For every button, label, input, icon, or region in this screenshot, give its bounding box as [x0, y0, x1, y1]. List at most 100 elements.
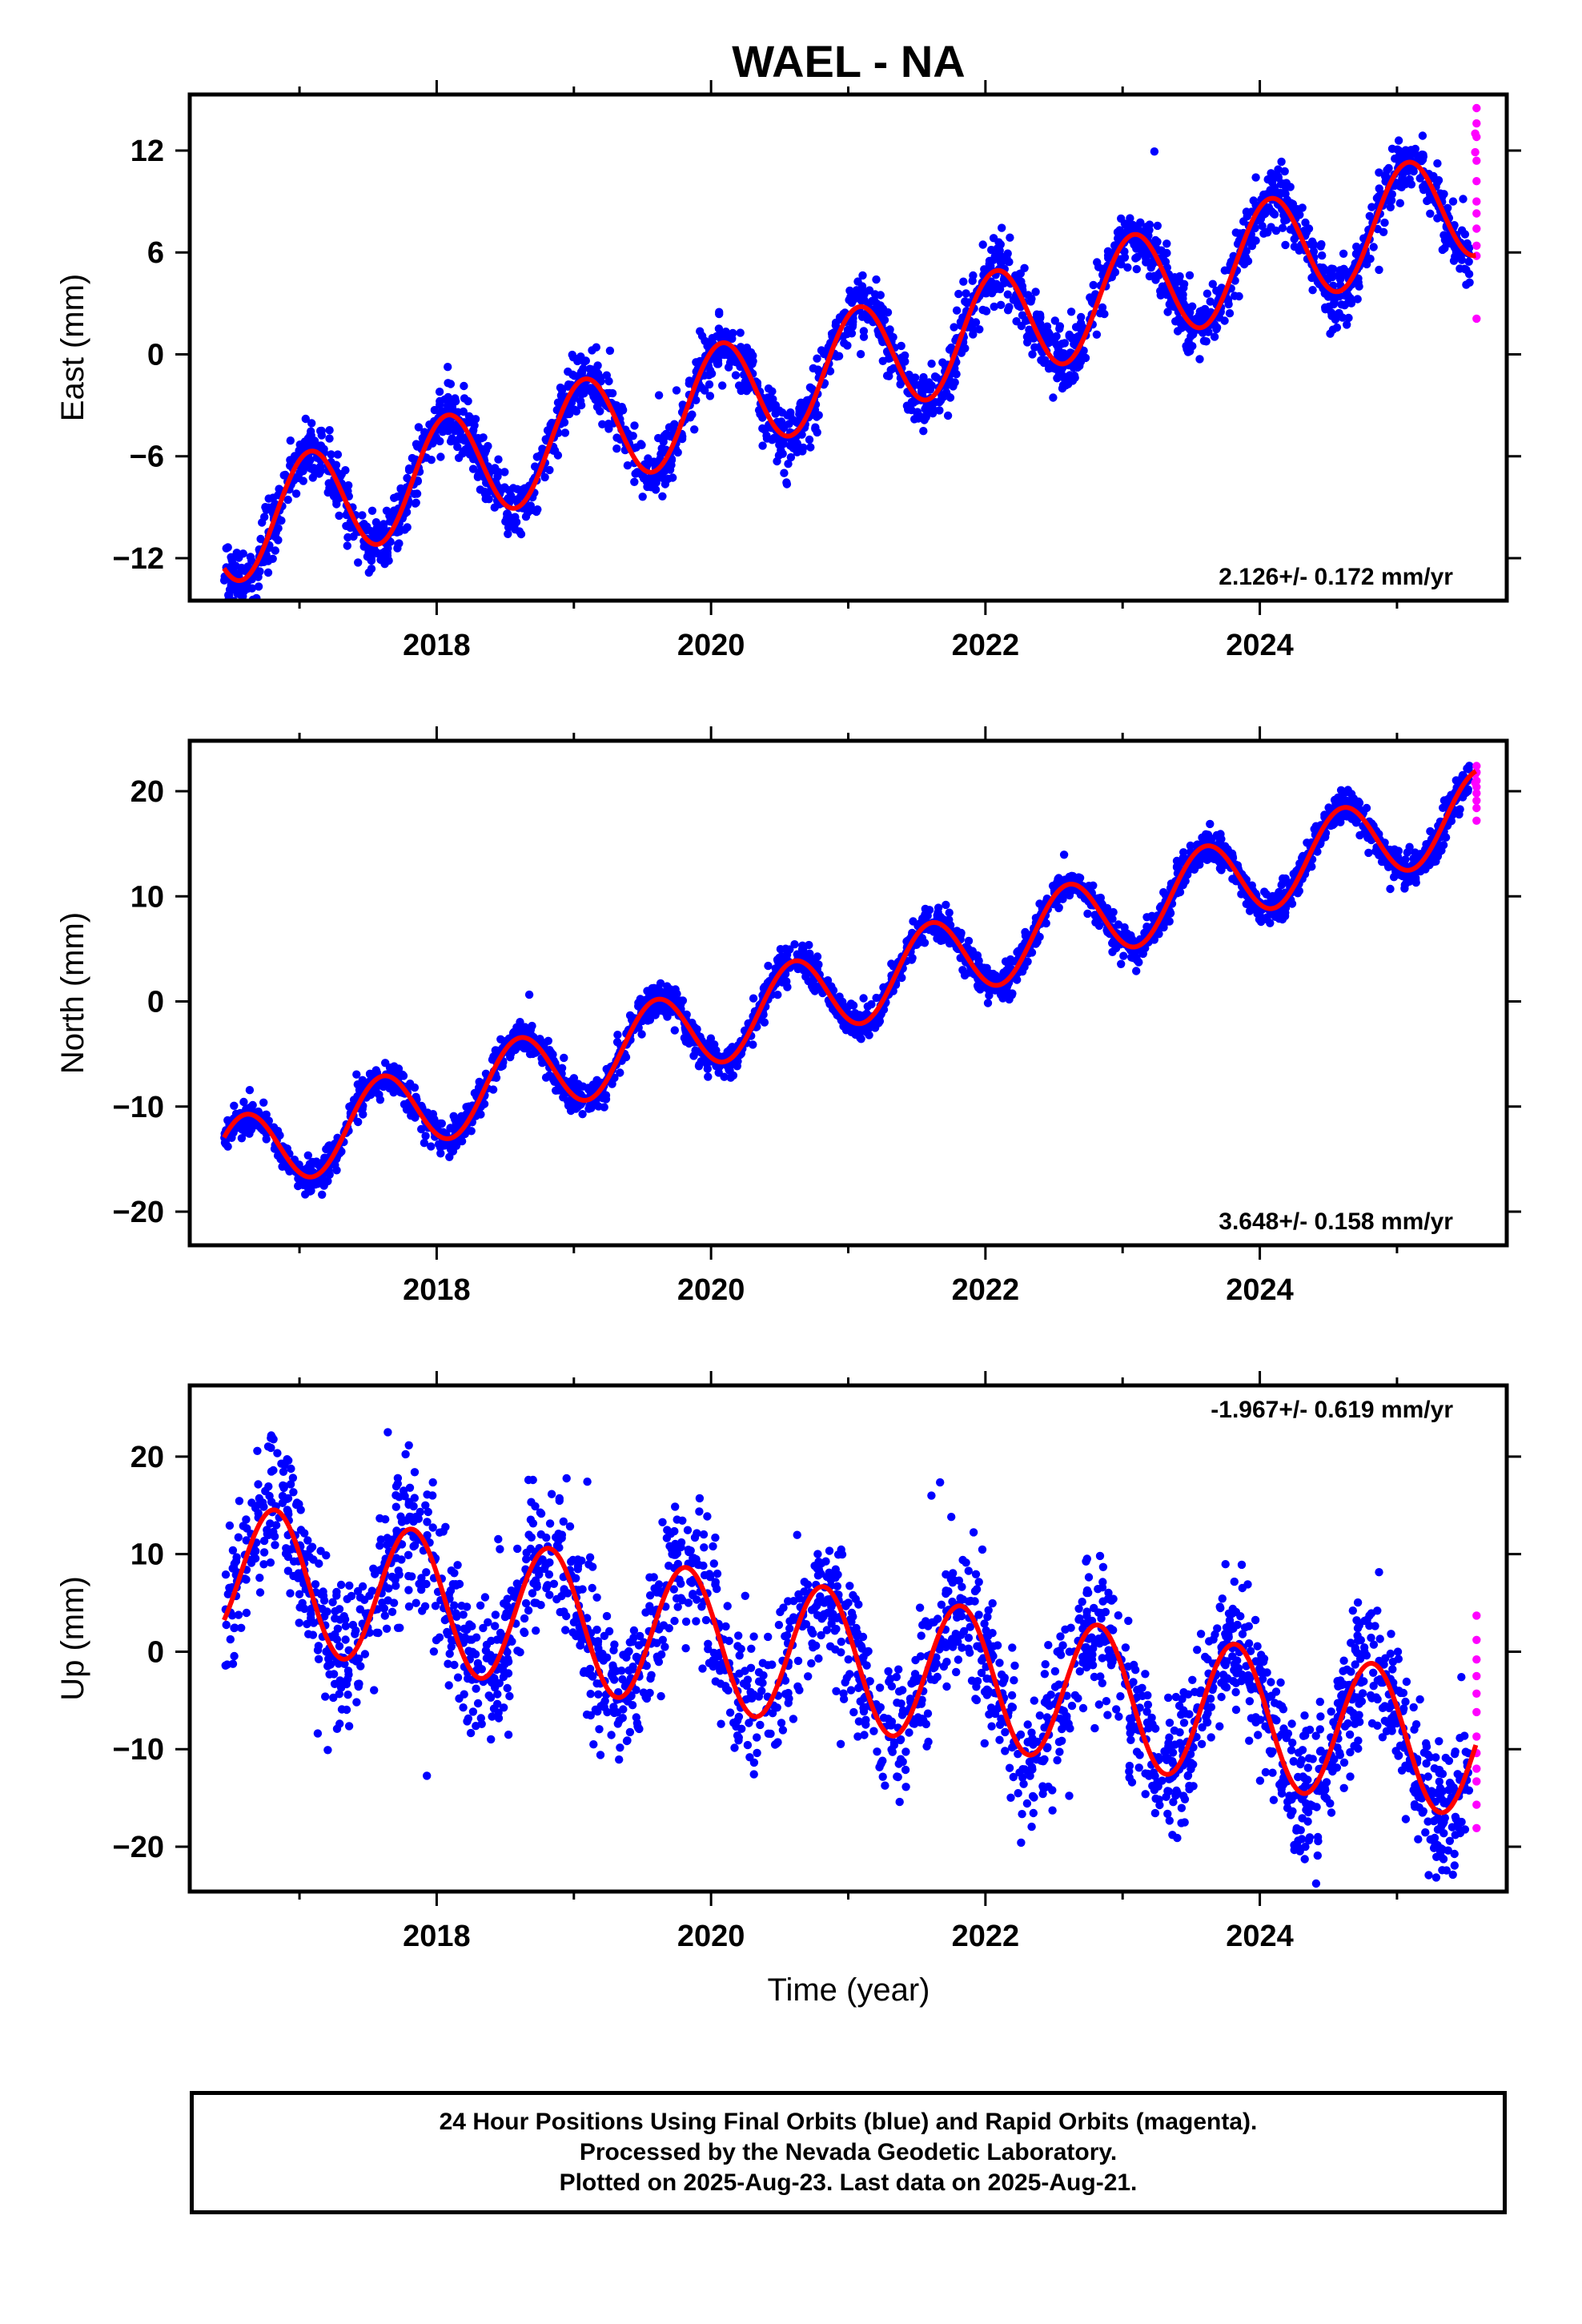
north-final-point	[729, 1071, 738, 1080]
east-final-point	[1391, 154, 1399, 163]
north-final-point	[1386, 884, 1395, 894]
x-tick-label: 2024	[1226, 629, 1294, 662]
east-final-point	[1393, 145, 1402, 154]
east-final-point	[947, 343, 956, 352]
east-final-point	[1271, 226, 1281, 235]
north-final-point	[920, 939, 930, 947]
east-final-point	[468, 415, 476, 424]
east-final-point	[525, 502, 534, 512]
east-final-point	[1003, 290, 1013, 299]
east-final-point	[548, 418, 556, 428]
east-final-point	[1301, 218, 1310, 227]
east-final-point	[1352, 242, 1361, 251]
east-final-point	[857, 296, 866, 305]
east-final-point	[404, 465, 414, 475]
east-final-point	[1210, 320, 1219, 329]
east-final-point	[952, 306, 962, 315]
east-final-point	[222, 544, 231, 553]
east-final-point	[876, 291, 885, 300]
east-final-point	[748, 360, 757, 368]
east-final-point	[1058, 348, 1067, 358]
east-final-point	[1235, 229, 1244, 238]
east-final-point	[371, 548, 381, 557]
east-final-point	[835, 313, 845, 322]
east-final-point	[335, 511, 343, 521]
east-final-point	[254, 573, 263, 581]
east-final-point	[1365, 211, 1375, 220]
y-tick-label: 12	[130, 135, 164, 168]
east-final-point	[308, 473, 317, 482]
east-final-point	[1030, 343, 1039, 352]
east-final-point	[1145, 271, 1154, 281]
east-final-point	[919, 427, 928, 436]
east-final-point	[1353, 295, 1362, 304]
north-final-point	[616, 1068, 624, 1077]
east-final-point	[1231, 276, 1239, 285]
east-final-point	[260, 513, 269, 521]
north-final-point	[1068, 886, 1077, 895]
east-final-point	[1123, 263, 1132, 272]
north-final-point	[354, 1117, 363, 1127]
east-final-point	[1142, 254, 1150, 263]
east-final-point	[1462, 265, 1471, 274]
east-final-point	[238, 564, 247, 573]
east-final-point	[1375, 184, 1383, 193]
east-final-point	[576, 388, 585, 397]
east-final-point	[305, 456, 314, 465]
east-final-point	[1174, 315, 1183, 324]
east-final-point	[856, 350, 865, 359]
east-final-point	[791, 417, 800, 426]
east-final-point	[643, 476, 652, 485]
east-final-point	[1329, 300, 1339, 309]
east-final-point	[532, 452, 541, 461]
east-final-point	[1163, 308, 1172, 316]
north-final-point	[1059, 850, 1069, 859]
east-final-point	[660, 467, 669, 476]
east-final-point	[568, 350, 576, 360]
east-final-point	[413, 476, 423, 486]
east-final-point	[456, 428, 464, 437]
east-final-point	[1277, 157, 1286, 167]
east-final-point	[1153, 237, 1162, 247]
east-final-point	[623, 461, 632, 470]
north-final-point	[324, 1141, 333, 1151]
east-final-point	[316, 426, 325, 436]
east-final-point	[506, 491, 516, 501]
north-final-point	[781, 951, 789, 961]
east-final-point	[460, 394, 469, 403]
east-final-point	[504, 529, 512, 538]
east-final-point	[316, 441, 326, 450]
east-final-point	[857, 282, 867, 291]
east-final-point	[758, 424, 767, 433]
east-final-point	[796, 400, 805, 408]
east-final-point	[380, 553, 389, 562]
east-final-point	[484, 441, 492, 451]
east-final-point	[705, 380, 714, 389]
east-final-point	[1015, 277, 1025, 286]
east-final-point	[569, 393, 579, 403]
east-final-point	[343, 533, 352, 542]
east-final-point	[952, 370, 961, 379]
east-final-point	[658, 492, 667, 501]
east-rapid-point	[1472, 119, 1481, 128]
east-final-point	[858, 271, 867, 280]
east-final-point	[987, 277, 996, 287]
east-final-point	[720, 344, 729, 353]
east-final-point	[1339, 249, 1348, 258]
north-final-point	[541, 1073, 551, 1082]
east-final-point	[859, 332, 869, 341]
north-final-points	[220, 762, 1481, 1200]
east-final-point	[1175, 271, 1184, 281]
east-final-point	[1327, 264, 1336, 273]
east-final-point	[1071, 335, 1080, 344]
east-final-point	[468, 464, 478, 473]
east-final-point	[1195, 311, 1204, 320]
y-tick-label: 6	[147, 236, 164, 270]
east-final-point	[1401, 179, 1410, 189]
east-final-point	[332, 497, 341, 506]
east-final-point	[271, 546, 279, 555]
east-final-point	[1076, 319, 1086, 328]
east-final-point	[1331, 315, 1340, 324]
east-final-point	[446, 420, 455, 429]
north-final-point	[983, 999, 993, 1007]
